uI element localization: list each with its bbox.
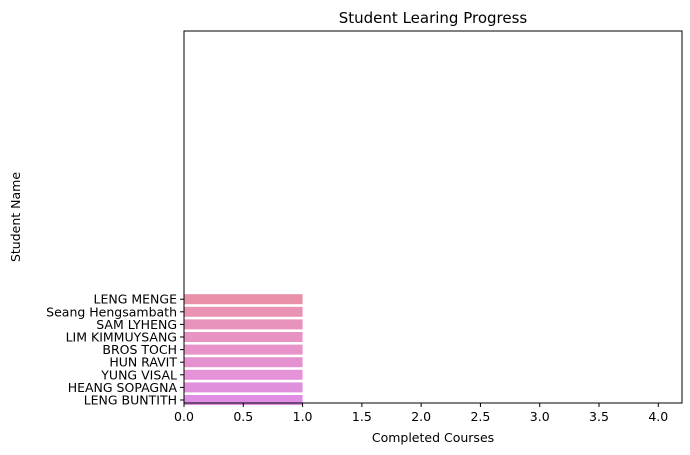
bar: [184, 382, 303, 393]
bar: [184, 369, 303, 380]
y-tick-label: HUN RAVIT: [109, 355, 177, 370]
x-tick-label: 3.0: [530, 409, 550, 424]
bar: [184, 344, 303, 355]
x-axis: 0.0 0.5 1.0 1.5 2.0 2.5 3.0 3.5 4.0: [174, 403, 668, 424]
chart-title: Student Learing Progress: [339, 9, 528, 27]
x-tick-label: 2.0: [411, 409, 431, 424]
y-tick-label: SAM LYHENG: [96, 317, 177, 332]
bar: [184, 319, 303, 330]
bar: [184, 395, 303, 405]
y-tick-label: LENG MENGE: [94, 292, 178, 307]
plot-frame: [183, 30, 683, 404]
x-tick-label: 2.5: [470, 409, 490, 424]
x-tick-label: 1.5: [352, 409, 372, 424]
bar: [184, 357, 303, 368]
bar: [184, 332, 303, 342]
x-tick-label: 1.0: [293, 409, 313, 424]
y-tick-label: HEANG SOPAGNA: [68, 380, 178, 395]
bar: [184, 294, 303, 305]
x-axis-label: Completed Courses: [372, 430, 494, 445]
y-tick-label: YUNG VISAL: [100, 367, 177, 382]
y-axis-label: Student Name: [8, 172, 23, 262]
y-tick-label: Seang Hengsambath: [46, 304, 177, 319]
x-tick-label: 0.5: [233, 409, 253, 424]
x-tick-label: 4.0: [648, 409, 668, 424]
y-tick-label: LENG BUNTITH: [84, 393, 177, 408]
y-tick-label: BROS TOCH: [102, 342, 177, 357]
x-tick-label: 0.0: [174, 409, 194, 424]
bars-layer: [184, 294, 303, 405]
y-tick-label: LIM KIMMUYSANG: [66, 330, 177, 345]
bar: [184, 306, 303, 317]
x-tick-label: 3.5: [589, 409, 609, 424]
